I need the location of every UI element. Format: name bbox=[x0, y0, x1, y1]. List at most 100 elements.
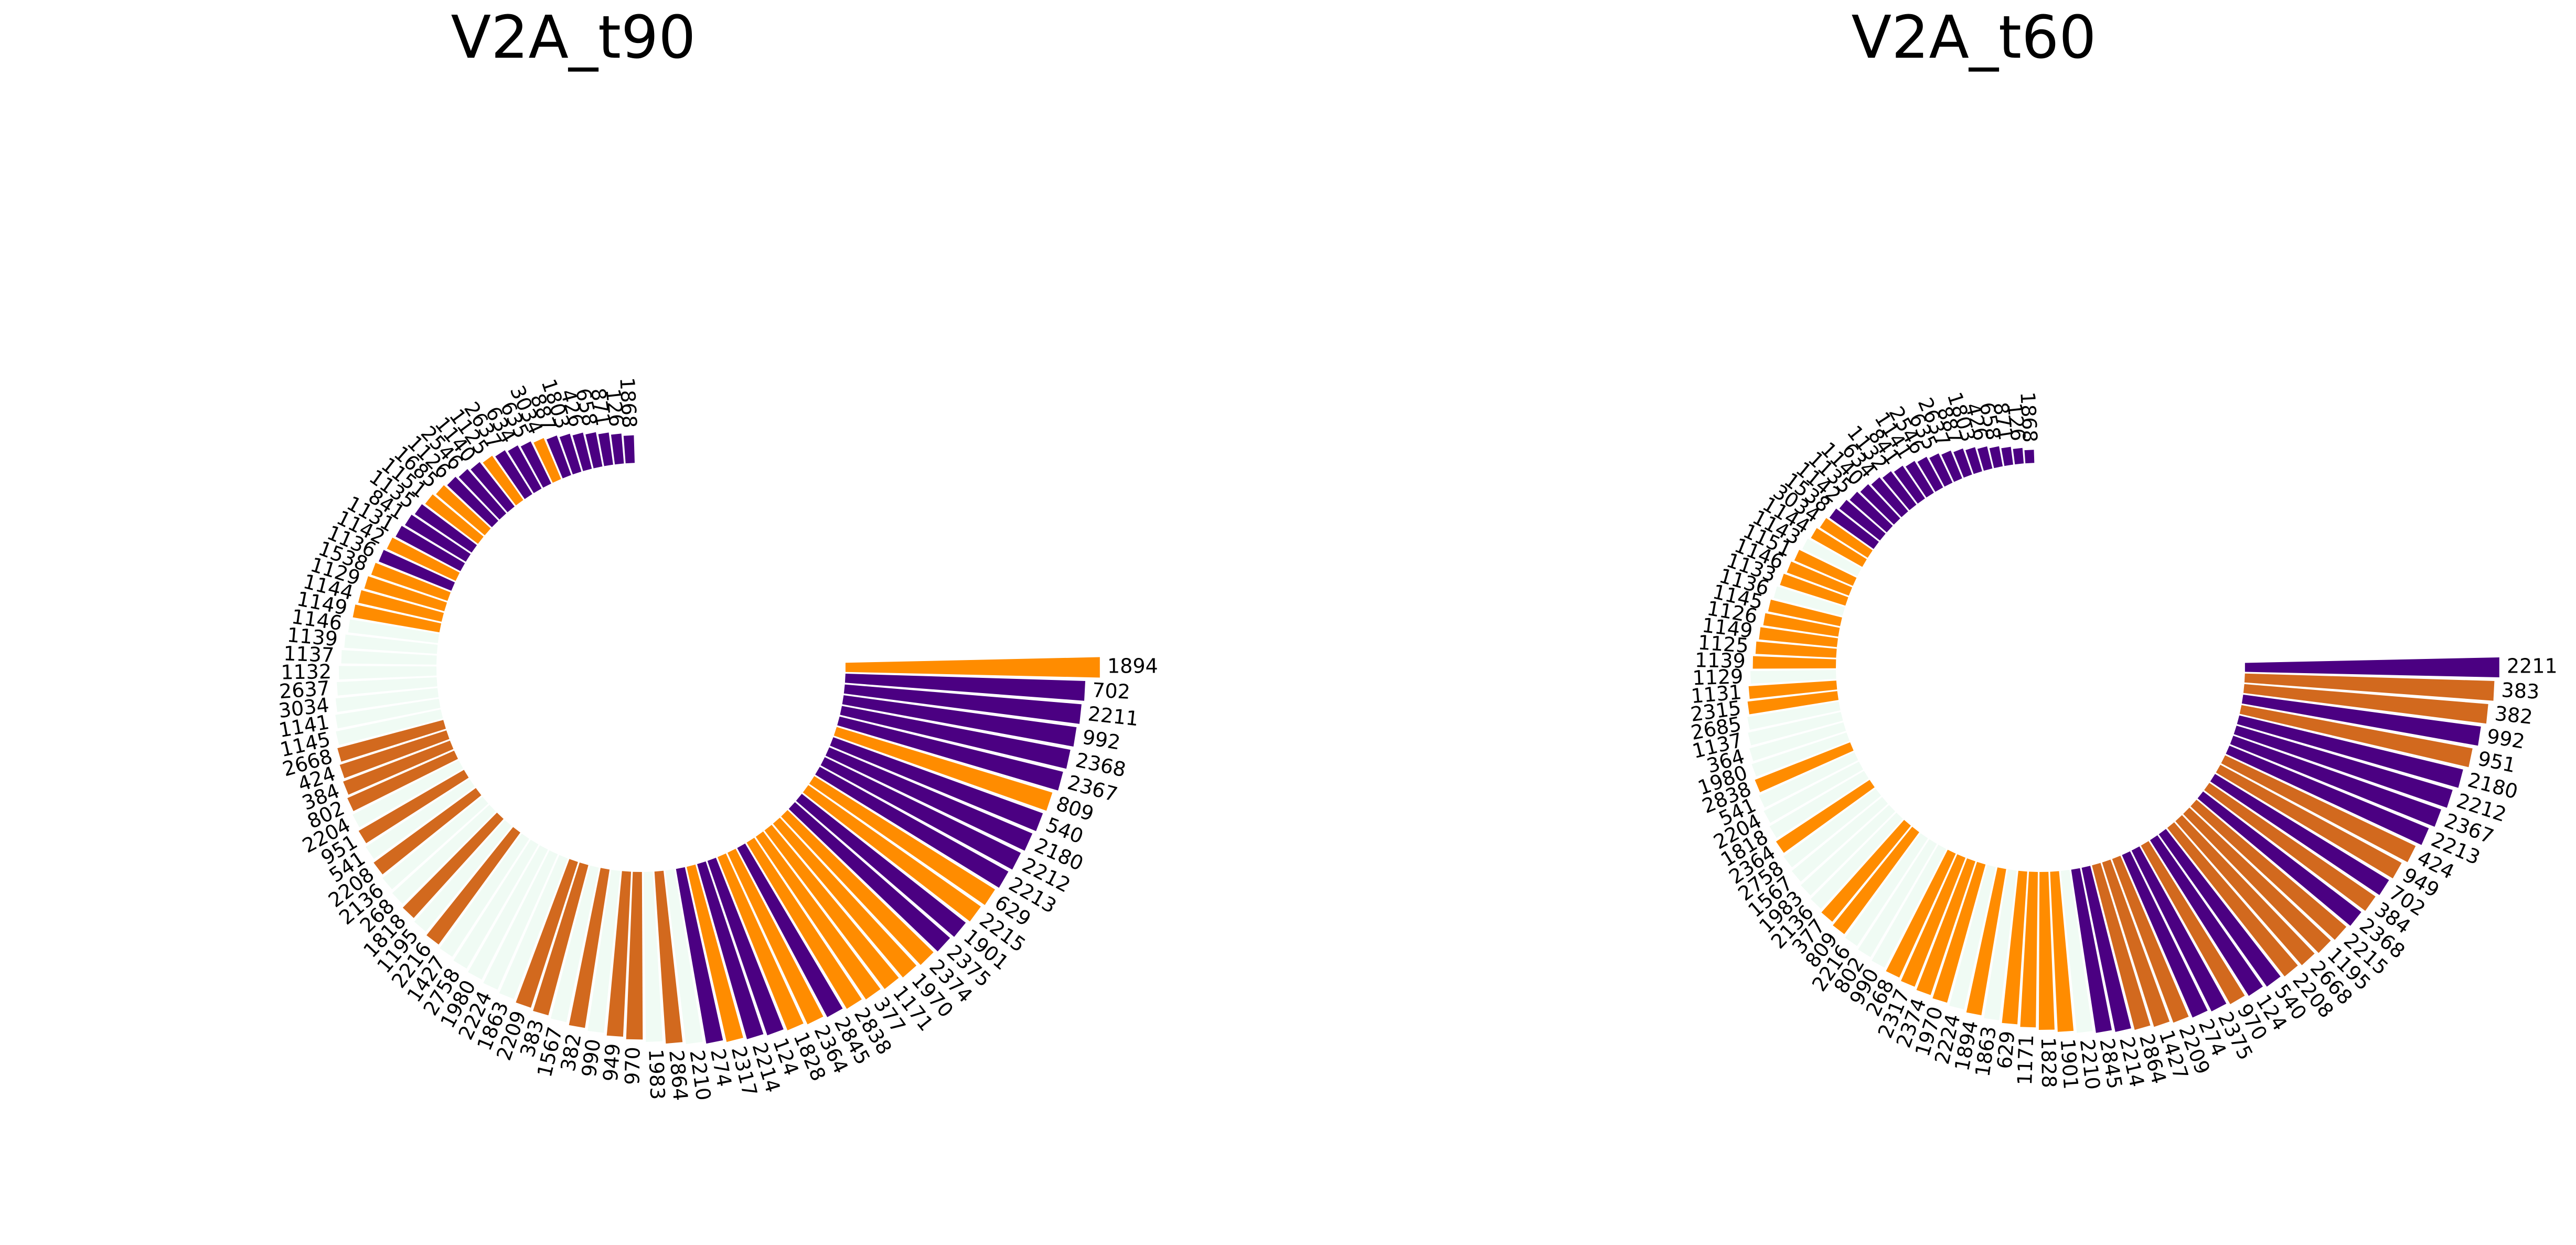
bar-1863 bbox=[1984, 869, 2017, 1020]
bar-541 bbox=[1759, 752, 1858, 808]
bar-2210 bbox=[665, 869, 703, 1045]
bar-2546 bbox=[458, 469, 507, 520]
bar-2216 bbox=[426, 827, 520, 945]
bar-2317 bbox=[687, 864, 743, 1042]
bar-2668 bbox=[337, 720, 446, 762]
bar-2758 bbox=[453, 839, 539, 969]
bar-1980 bbox=[1751, 732, 1850, 777]
bar-1132 bbox=[1882, 471, 1917, 510]
bar-label-702: 702 bbox=[1092, 678, 1131, 704]
bar-970 bbox=[626, 871, 643, 1040]
bar-970 bbox=[2141, 841, 2245, 1004]
bar-2211 bbox=[2244, 657, 2499, 677]
bar-2214 bbox=[2081, 866, 2131, 1032]
bar-1135 bbox=[1850, 492, 1893, 533]
bar-1135 bbox=[414, 504, 477, 553]
bar-label-1983: 1983 bbox=[644, 1049, 669, 1100]
bar-274 bbox=[676, 867, 723, 1044]
bar-1141 bbox=[1906, 461, 1934, 498]
bar-1868 bbox=[2024, 450, 2035, 464]
bar-2212 bbox=[820, 757, 1021, 870]
chart-title-v2a-t90: V2A_t90 bbox=[451, 4, 696, 72]
bar-1149 bbox=[352, 604, 442, 633]
bar-2864 bbox=[2092, 863, 2151, 1030]
bar-634 bbox=[508, 445, 542, 493]
bar-1863 bbox=[499, 855, 568, 999]
bar-634 bbox=[1871, 477, 1908, 517]
bar-label-990: 990 bbox=[578, 1038, 605, 1078]
bar-2374 bbox=[1916, 858, 1975, 995]
bar-2758 bbox=[1783, 789, 1882, 868]
bar-384 bbox=[2204, 783, 2376, 911]
bar-1980 bbox=[468, 845, 548, 980]
bar-label-970: 970 bbox=[621, 1047, 644, 1085]
bar-1136 bbox=[1773, 586, 1845, 616]
bar-2136 bbox=[382, 796, 488, 890]
bar-382 bbox=[569, 868, 610, 1028]
bar-2368 bbox=[840, 706, 1071, 769]
bar-1195 bbox=[2183, 807, 2331, 953]
bar-2214 bbox=[697, 861, 764, 1039]
bar-label-383: 383 bbox=[2501, 678, 2540, 704]
bar-1131 bbox=[1748, 680, 1837, 699]
bar-2180 bbox=[2237, 715, 2463, 788]
bar-2367 bbox=[837, 716, 1063, 791]
bar-1983 bbox=[644, 871, 663, 1042]
bar-1137 bbox=[341, 650, 437, 665]
bar-126 bbox=[2013, 448, 2024, 465]
bar-1195 bbox=[414, 820, 512, 932]
bar-1828 bbox=[2038, 871, 2055, 1030]
bar-2204 bbox=[352, 760, 463, 827]
bar-1142 bbox=[1839, 499, 1886, 541]
bar-1868 bbox=[623, 435, 635, 464]
bar-2136 bbox=[1811, 812, 1903, 909]
chart-panel-v2a-t90: V2A_t90 18947022211992236823678095402180… bbox=[277, 4, 1158, 1102]
bar-992 bbox=[2241, 695, 2481, 746]
bar-label-126: 126 bbox=[2003, 402, 2029, 442]
bar-841 bbox=[1894, 465, 1925, 504]
bar-label-126: 126 bbox=[601, 388, 628, 428]
bar-383 bbox=[533, 863, 589, 1016]
bar-949 bbox=[2216, 764, 2402, 879]
bar-124 bbox=[2150, 835, 2263, 996]
bar-992 bbox=[842, 695, 1077, 747]
bar-990 bbox=[1872, 845, 1947, 968]
bar-label-2637: 2637 bbox=[279, 676, 331, 703]
bar-2180 bbox=[825, 747, 1033, 851]
bar-1129 bbox=[1750, 670, 1836, 684]
bar-1131 bbox=[396, 526, 465, 571]
bar-802 bbox=[1858, 839, 1937, 957]
bar-124 bbox=[707, 857, 784, 1036]
bar-949 bbox=[606, 871, 632, 1037]
bar-540 bbox=[830, 737, 1043, 832]
bar-1125 bbox=[1755, 641, 1837, 658]
bar-1818 bbox=[1769, 771, 1869, 838]
bar-1538 bbox=[371, 562, 451, 601]
bar-1126 bbox=[447, 476, 498, 527]
bar-2845 bbox=[2071, 868, 2112, 1033]
bar-1803 bbox=[1965, 447, 1982, 474]
bar-2364 bbox=[1776, 780, 1875, 853]
bar-2374 bbox=[781, 810, 934, 965]
bar-809 bbox=[1833, 826, 1919, 934]
bar-2209 bbox=[516, 859, 578, 1008]
bar-1818 bbox=[402, 812, 504, 918]
bar-1145 bbox=[1768, 599, 1842, 626]
bar-1145 bbox=[336, 709, 443, 745]
bar-label-1132: 1132 bbox=[281, 660, 332, 684]
bar-1901 bbox=[2050, 871, 2074, 1032]
bar-635 bbox=[1929, 453, 1953, 487]
bar-384 bbox=[343, 740, 454, 795]
bar-1427 bbox=[2102, 859, 2170, 1027]
bar-887 bbox=[547, 435, 571, 478]
bar-2209 bbox=[2112, 856, 2189, 1023]
bar-268 bbox=[392, 805, 496, 904]
bar-1427 bbox=[440, 833, 529, 957]
bar-629 bbox=[809, 776, 995, 905]
bar-541 bbox=[366, 779, 475, 859]
bar-2208 bbox=[373, 788, 482, 875]
bar-2838 bbox=[1755, 742, 1854, 792]
bar-label-1894: 1894 bbox=[1107, 655, 1158, 678]
bar-1142 bbox=[387, 537, 460, 581]
